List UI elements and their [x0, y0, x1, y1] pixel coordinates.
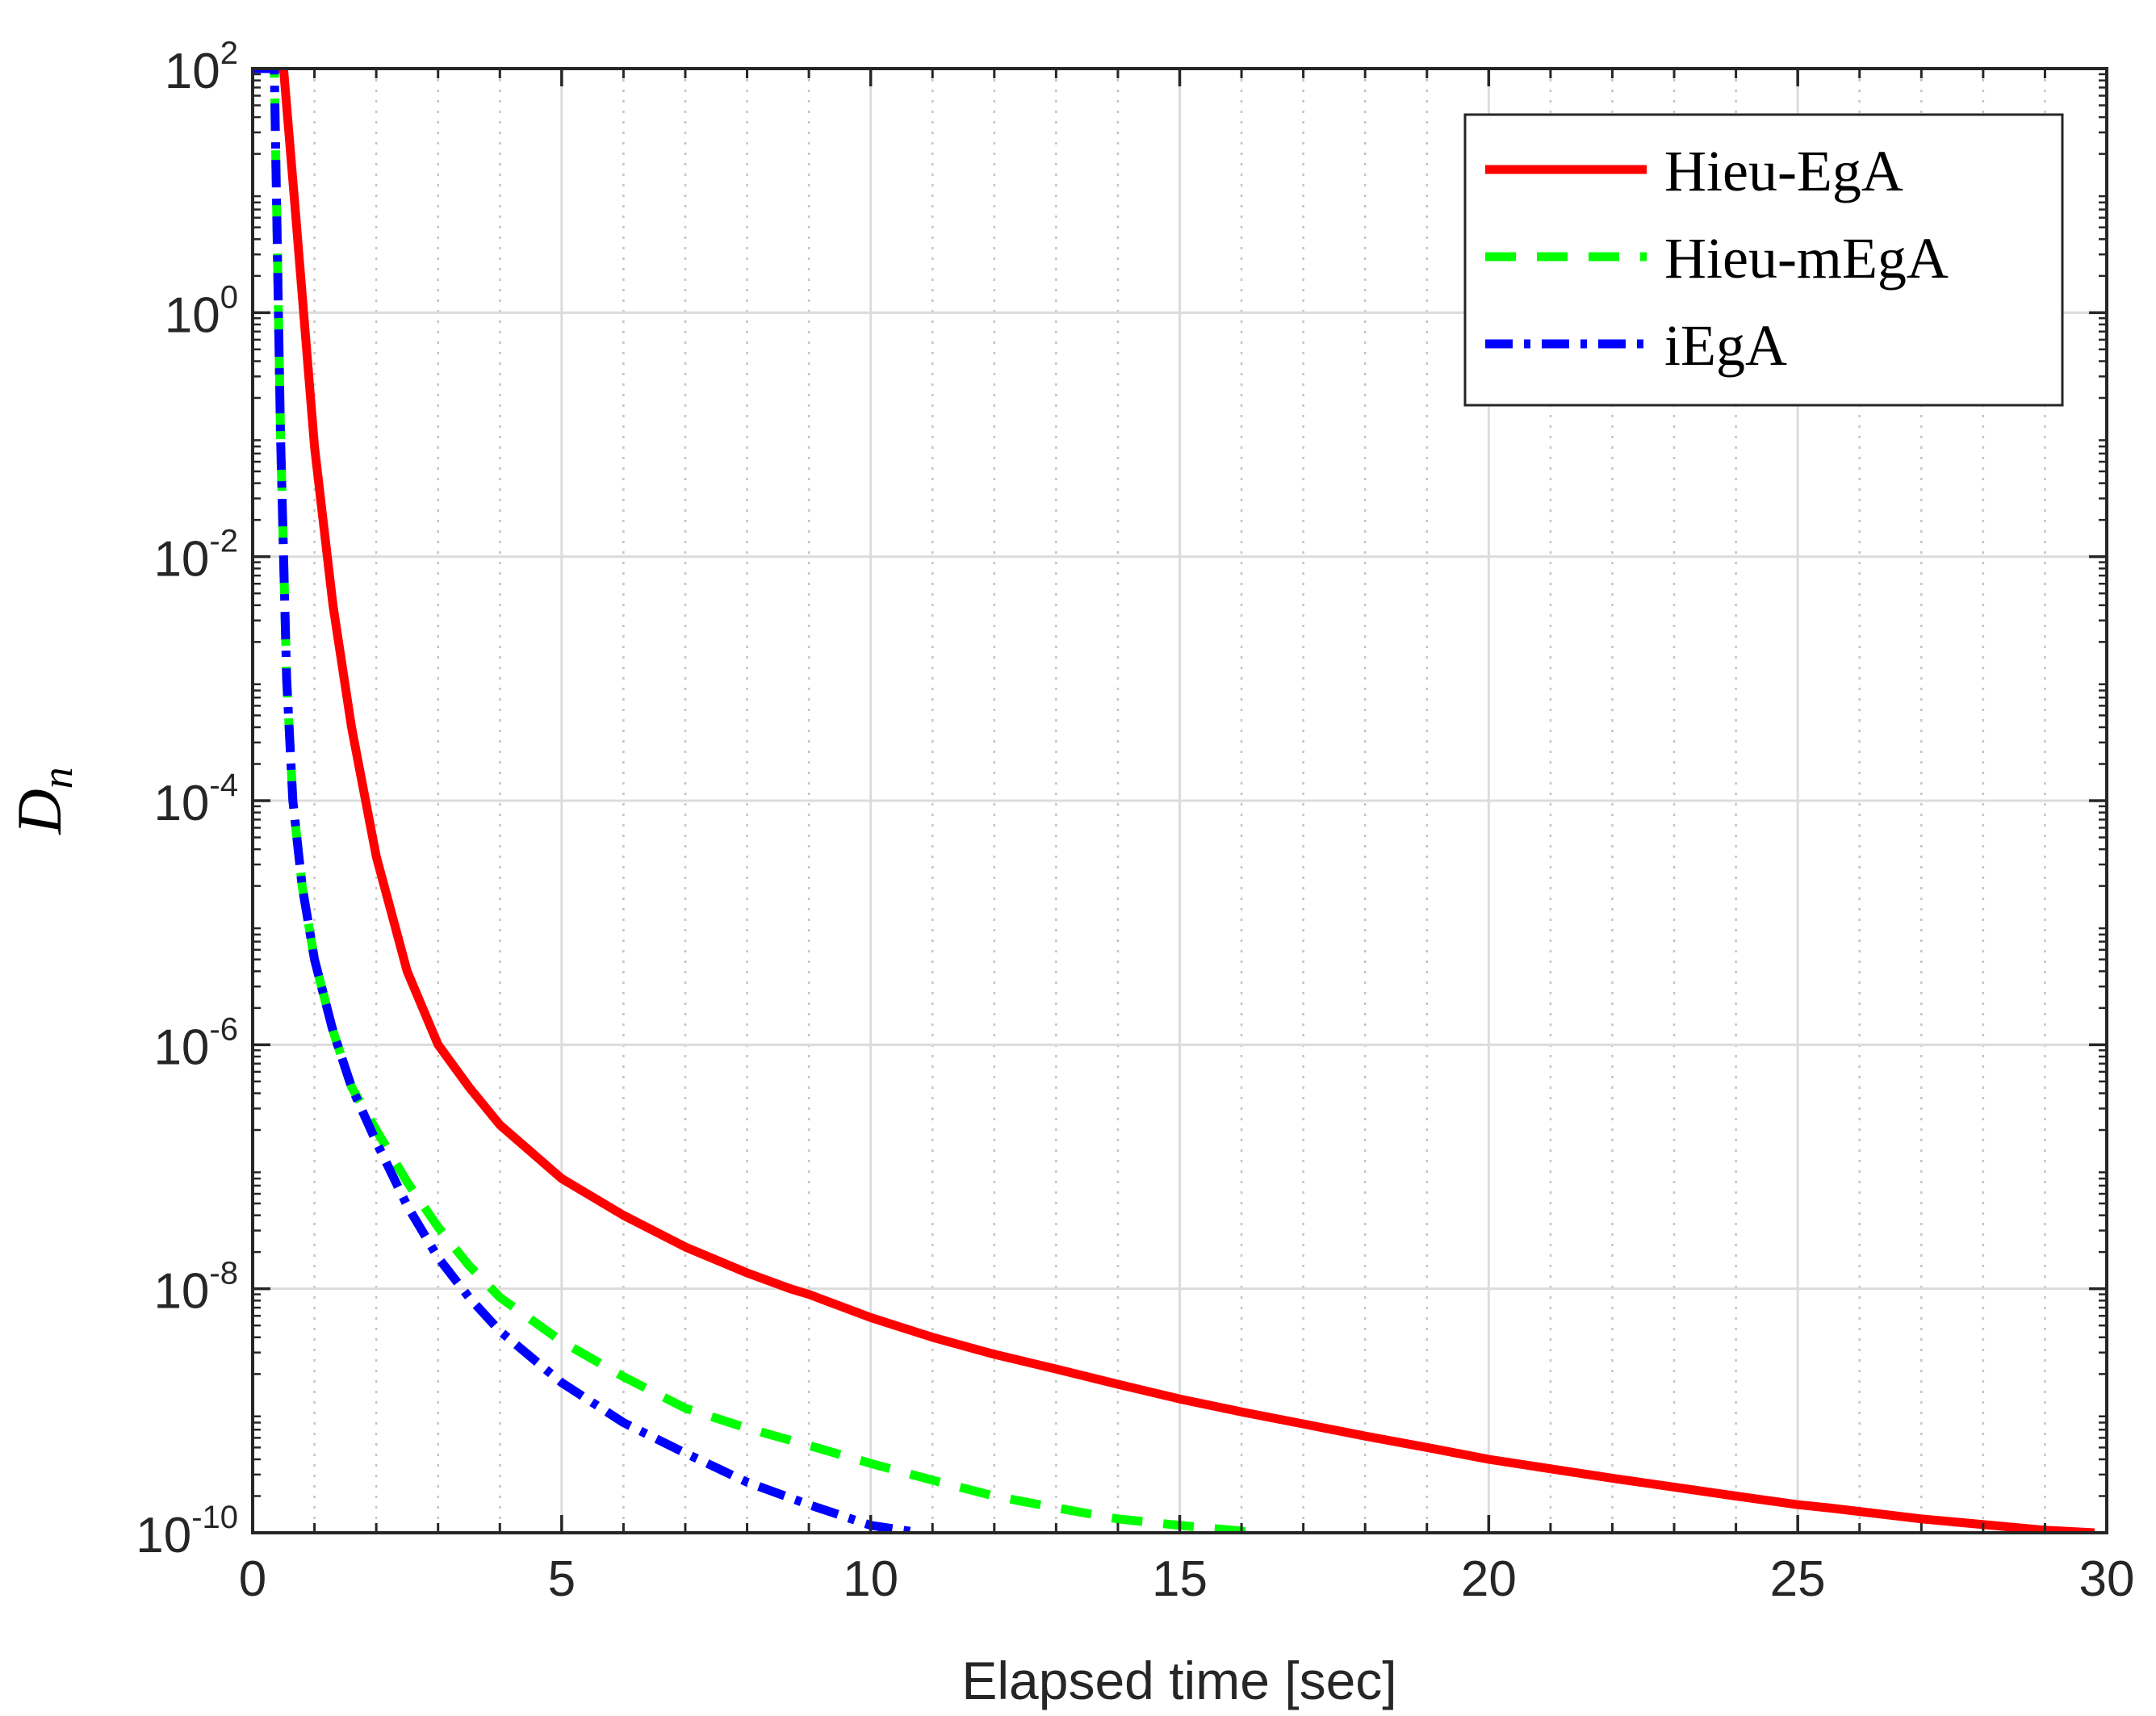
y-tick-label-exponent: -10 — [191, 1500, 238, 1535]
y-axis-label-subscript: n — [33, 767, 82, 789]
y-tick-label: 10-6 — [153, 1011, 238, 1075]
y-axis-label-base: D — [4, 789, 74, 835]
y-tick-label-base: 10 — [153, 776, 209, 831]
tick-marks — [251, 67, 2108, 1534]
y-tick-label-exponent: -4 — [209, 768, 238, 803]
x-tick-label: 25 — [1770, 1551, 1826, 1607]
y-tick-label-exponent: 2 — [220, 36, 238, 71]
svg-text:Dn: Dn — [4, 767, 82, 835]
y-tick-label-exponent: -8 — [209, 1256, 238, 1291]
y-tick-label: 100 — [165, 279, 238, 343]
y-tick-label-base: 10 — [153, 1264, 209, 1320]
y-tick-label-exponent: -6 — [209, 1011, 238, 1047]
y-tick-label: 10-10 — [136, 1500, 238, 1563]
y-tick-label-exponent: -2 — [209, 524, 238, 559]
y-tick-label-base: 10 — [136, 1508, 191, 1563]
x-tick-label: 5 — [548, 1551, 576, 1607]
y-tick-label-exponent: 0 — [220, 279, 238, 315]
y-tick-label-base: 10 — [165, 44, 220, 99]
legend: Hieu-EgA Hieu-mEgA iEgA — [1463, 113, 2064, 407]
x-tick-label: 15 — [1152, 1551, 1208, 1607]
legend-label: Hieu-mEgA — [1664, 226, 1949, 291]
x-tick-label: 0 — [239, 1551, 266, 1607]
legend-label: Hieu-EgA — [1664, 139, 1903, 203]
y-tick-label-base: 10 — [153, 532, 209, 588]
y-tick-label-base: 10 — [165, 287, 220, 343]
x-tick-label: 20 — [1461, 1551, 1517, 1607]
y-tick-label: 10-8 — [153, 1256, 238, 1320]
x-tick-label: 10 — [843, 1551, 898, 1607]
y-tick-label: 10-4 — [153, 768, 238, 831]
y-tick-label-base: 10 — [153, 1019, 209, 1075]
series-line-hieu-mega — [253, 69, 1261, 1533]
y-axis-label: Dn — [4, 767, 82, 835]
y-tick-label: 10-2 — [153, 524, 238, 588]
x-axis-label: Elapsed time [sec] — [961, 1651, 1396, 1710]
x-tick-label: 30 — [2079, 1551, 2135, 1607]
y-tick-label: 102 — [165, 36, 238, 99]
series-line-iega — [253, 69, 921, 1533]
series-layer — [253, 69, 2095, 1533]
x-tick-labels: 0 5 10 15 20 25 30 — [239, 1551, 2135, 1607]
series-line-hieu-ega — [253, 69, 2095, 1533]
legend-label: iEgA — [1664, 313, 1787, 378]
